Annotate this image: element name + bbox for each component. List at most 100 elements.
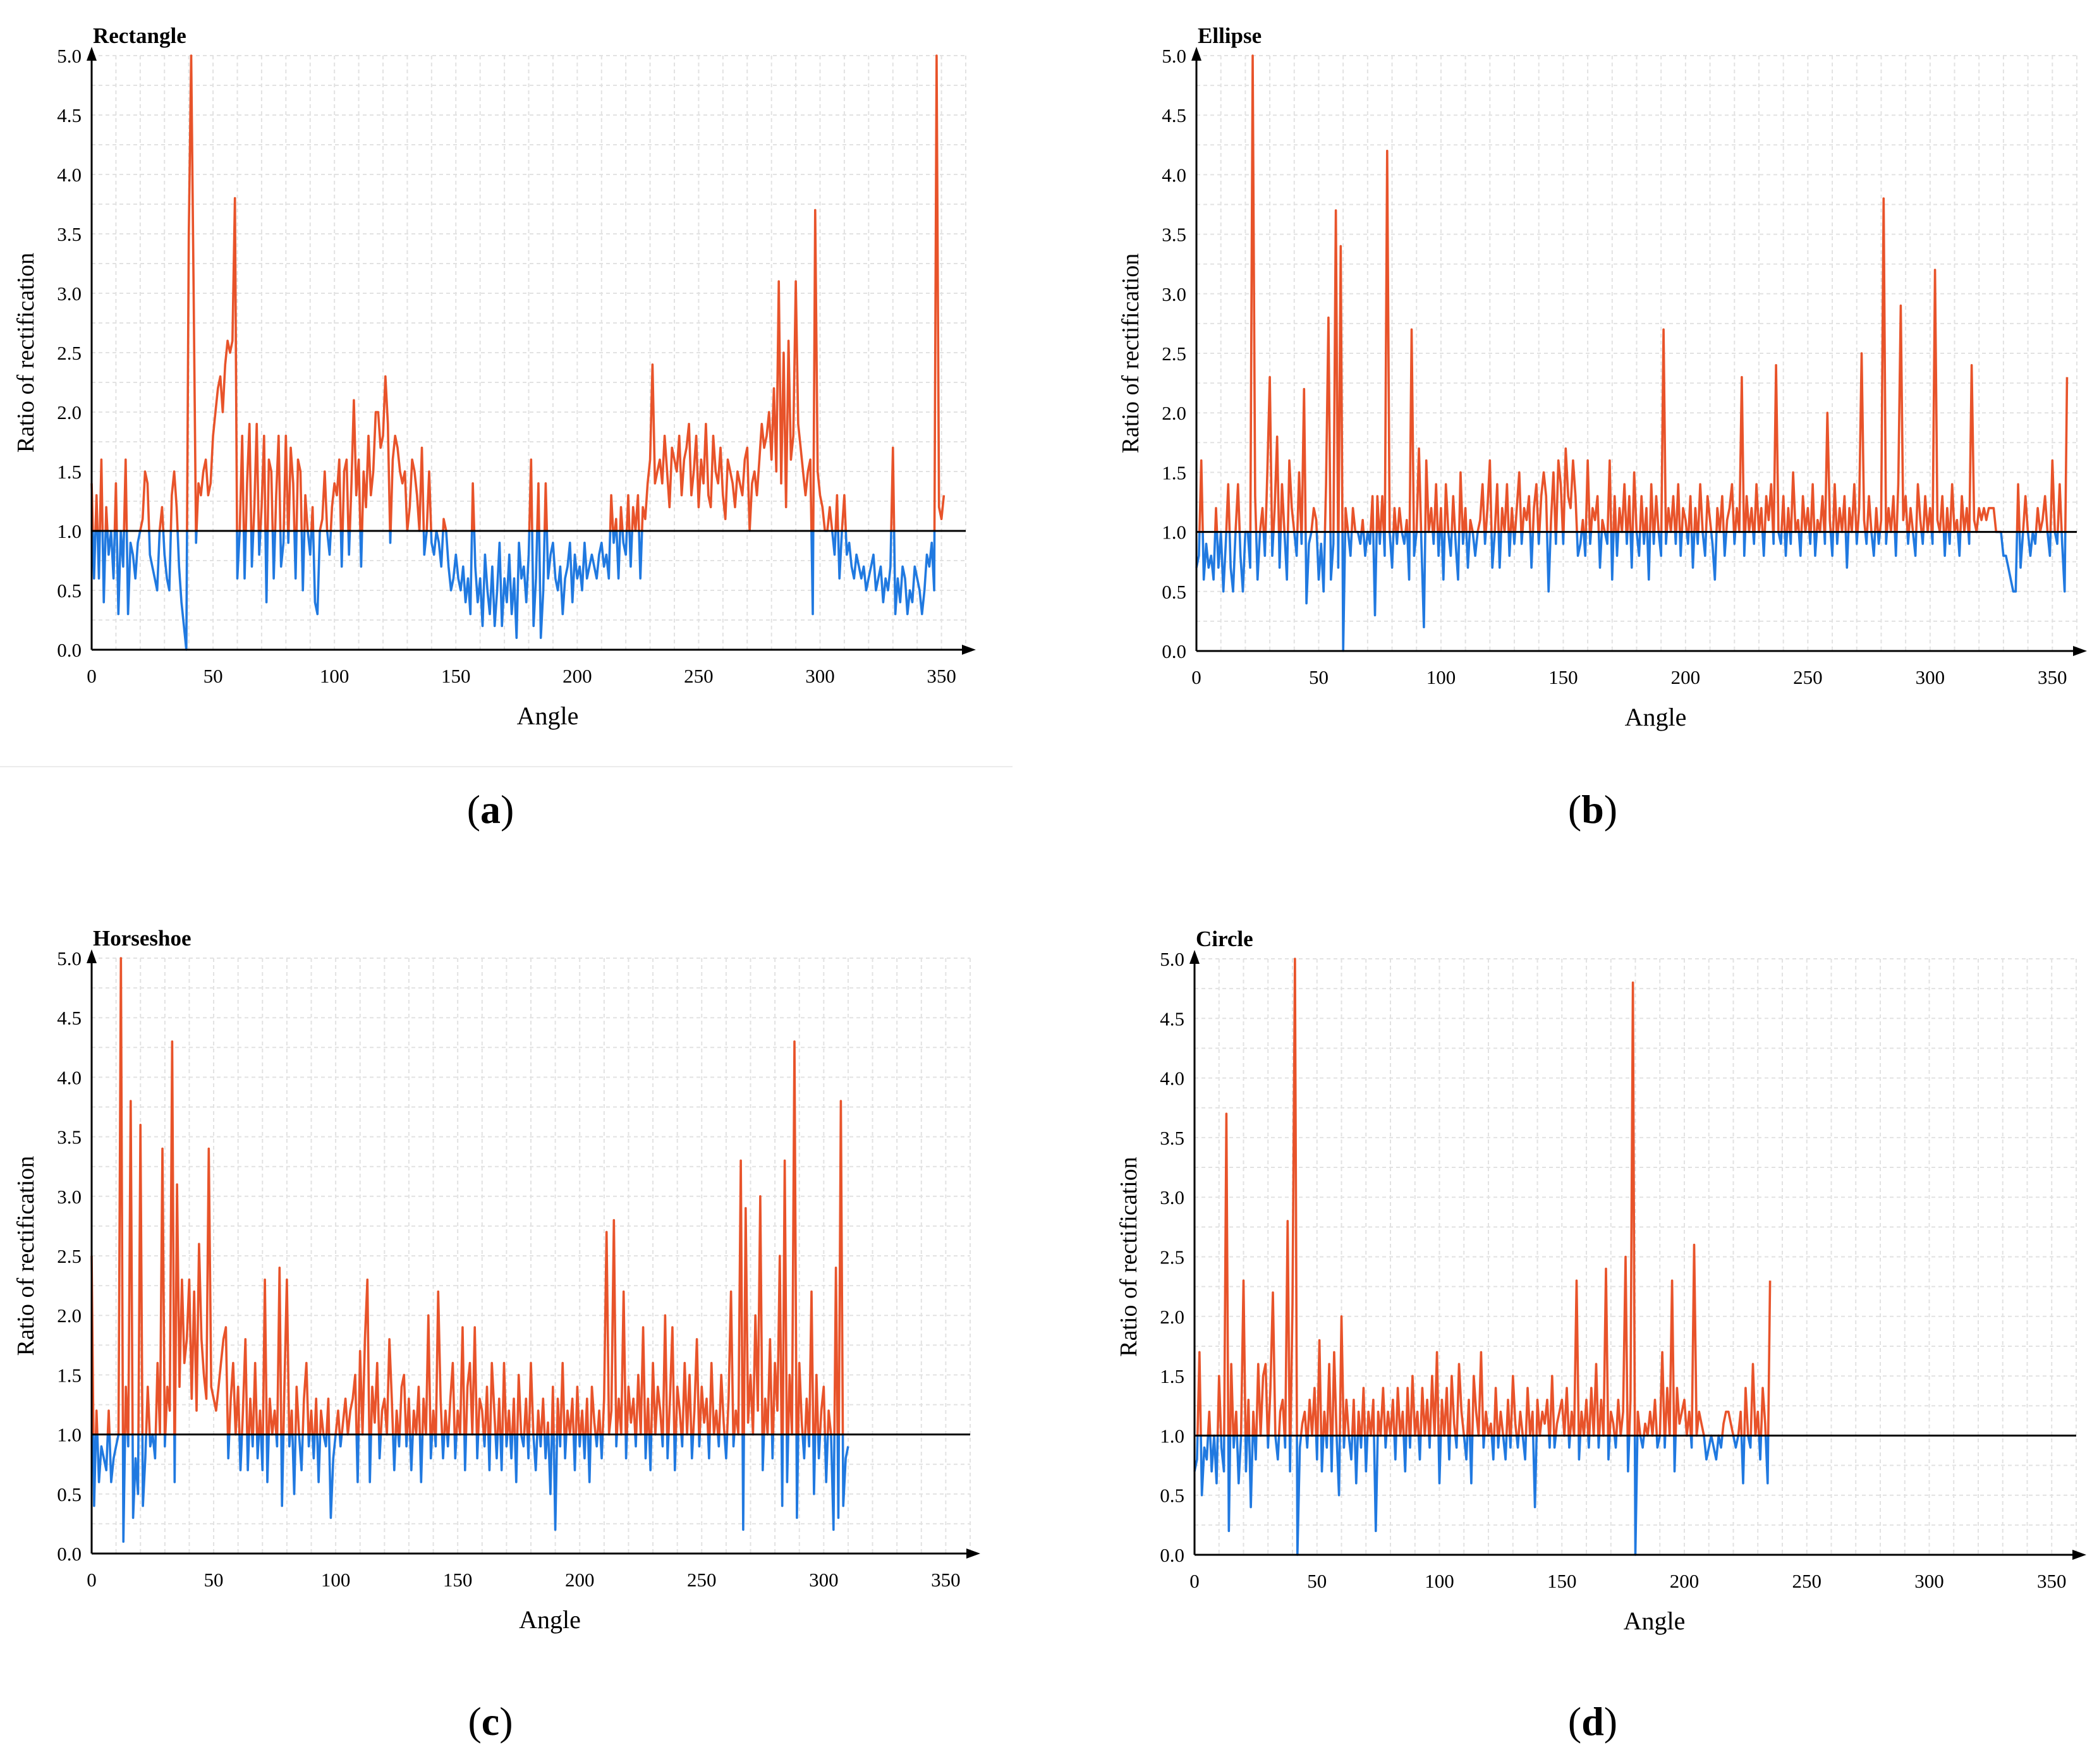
y-tick-label: 3.5 xyxy=(1162,224,1186,246)
y-tick-label: 2.5 xyxy=(1160,1246,1184,1268)
x-tick-label: 50 xyxy=(1307,1570,1327,1592)
y-tick-label: 0.5 xyxy=(1162,581,1186,603)
y-tick-label: 3.5 xyxy=(57,223,82,245)
panel-caption-open: ( xyxy=(468,1699,481,1744)
panel-caption: (a) xyxy=(467,787,514,832)
x-axis-arrow xyxy=(2073,646,2087,656)
y-tick-label: 2.5 xyxy=(1162,343,1186,365)
chart-title: Ellipse xyxy=(1198,23,1262,48)
y-tick-label: 3.0 xyxy=(1160,1186,1184,1208)
y-tick-label: 2.0 xyxy=(1162,402,1186,424)
y-tick-label: 0.0 xyxy=(57,639,82,661)
panel-caption: (c) xyxy=(468,1699,513,1744)
series-line-above xyxy=(90,957,844,1435)
y-tick-label: 4.0 xyxy=(1162,164,1186,186)
x-tick-label: 100 xyxy=(321,1569,351,1591)
x-tick-label: 100 xyxy=(1426,666,1456,688)
panel-caption: (d) xyxy=(1568,1699,1617,1744)
x-tick-label: 300 xyxy=(809,1569,839,1591)
y-tick-label: 0.0 xyxy=(1160,1544,1184,1566)
x-tick-label: 0 xyxy=(1191,666,1201,688)
y-tick-label: 4.0 xyxy=(1160,1068,1184,1090)
chart-panel-b: 0.0 0.5 1.0 1.5 2.0 2.5 3.0 3.5 4.0 4.5 5.0 0 50 100 1… xyxy=(1117,23,2087,832)
y-tick-label: 0.0 xyxy=(57,1543,82,1565)
y-tick-label: 0.5 xyxy=(1160,1485,1184,1507)
y-axis-arrow xyxy=(87,949,97,963)
y-axis-label: Ratio of rectification xyxy=(13,1156,39,1356)
y-tick-label: 1.0 xyxy=(1160,1425,1184,1447)
y-axis-label: Ratio of rectification xyxy=(13,253,39,453)
x-tick-label: 50 xyxy=(204,665,223,687)
chart-panel-c: 0.0 0.5 1.0 1.5 2.0 2.5 3.0 3.5 4.0 4.5 5.0 0 50 100 1… xyxy=(13,926,980,1744)
x-tick-label: 200 xyxy=(565,1569,595,1591)
y-tick-label: 4.5 xyxy=(1162,104,1186,126)
x-tick-label: 250 xyxy=(684,665,714,687)
x-tick-label: 200 xyxy=(1671,666,1701,688)
y-tick-label: 0.5 xyxy=(57,580,82,602)
y-tick-label: 3.5 xyxy=(57,1126,82,1148)
series-line-below xyxy=(92,1434,849,1543)
x-tick-label: 150 xyxy=(1547,1570,1577,1592)
x-tick-label: 0 xyxy=(87,1569,97,1591)
series-line-above xyxy=(1198,54,2069,532)
y-tick-label: 3.0 xyxy=(1162,283,1186,305)
y-tick-label: 5.0 xyxy=(1162,45,1186,67)
y-tick-label: 0.5 xyxy=(57,1483,82,1505)
grid xyxy=(1196,55,2077,651)
x-tick-label: 200 xyxy=(563,665,592,687)
chart-title: Rectangle xyxy=(93,23,186,48)
x-tick-label: 250 xyxy=(1792,1570,1822,1592)
series-line-below xyxy=(1195,532,2067,652)
series-line-above xyxy=(1196,958,1772,1436)
x-tick-label: 100 xyxy=(1425,1570,1454,1592)
x-tick-label: 350 xyxy=(2037,1570,2067,1592)
y-tick-label: 5.0 xyxy=(57,947,82,970)
y-tick-label: 5.0 xyxy=(57,45,82,67)
x-axis-arrow xyxy=(2072,1550,2086,1560)
x-tick-label: 350 xyxy=(931,1569,961,1591)
x-tick-label: 200 xyxy=(1670,1570,1700,1592)
panel-caption-open: ( xyxy=(467,787,480,832)
y-tick-label: 4.0 xyxy=(57,1066,82,1088)
x-axis-arrow xyxy=(962,645,976,655)
y-tick-label: 1.0 xyxy=(57,520,82,542)
y-tick-label: 1.0 xyxy=(1162,521,1186,544)
x-axis-label: Angle xyxy=(517,702,579,730)
x-tick-label: 150 xyxy=(443,1569,473,1591)
y-tick-label: 4.5 xyxy=(1160,1007,1184,1030)
panel-caption-close: ) xyxy=(499,1699,513,1744)
panel-caption-letter: d xyxy=(1581,1699,1604,1744)
y-tick-label: 3.0 xyxy=(57,1186,82,1208)
y-tick-label: 5.0 xyxy=(1160,948,1184,970)
y-tick-label: 3.5 xyxy=(1160,1127,1184,1149)
y-axis-label: Ratio of rectification xyxy=(1116,1157,1142,1357)
panel-caption-close: ) xyxy=(1604,1699,1617,1744)
series-line-below xyxy=(1193,1435,1770,1556)
y-tick-label: 2.0 xyxy=(57,1305,82,1327)
x-tick-label: 300 xyxy=(1914,1570,1944,1592)
series-line-above xyxy=(90,54,946,531)
panel-caption-letter: b xyxy=(1581,787,1604,832)
x-tick-label: 0 xyxy=(1189,1570,1200,1592)
x-tick-label: 150 xyxy=(441,665,471,687)
x-tick-label: 250 xyxy=(1793,666,1823,688)
y-axis-arrow xyxy=(87,47,97,61)
x-axis-label: Angle xyxy=(1624,1607,1686,1635)
y-tick-label: 4.5 xyxy=(57,104,82,126)
panel-caption-letter: c xyxy=(482,1699,499,1744)
x-axis-label: Angle xyxy=(1625,703,1687,731)
y-tick-label: 1.0 xyxy=(57,1424,82,1446)
y-tick-label: 4.0 xyxy=(57,164,82,186)
y-tick-label: 1.5 xyxy=(57,461,82,483)
y-axis-arrow xyxy=(1189,950,1200,964)
grid xyxy=(1195,958,2077,1555)
chart-title: Circle xyxy=(1196,927,1253,951)
panel-caption-close: ) xyxy=(1604,787,1617,832)
y-tick-label: 0.0 xyxy=(1162,640,1186,662)
y-tick-label: 2.0 xyxy=(57,401,82,423)
x-tick-label: 50 xyxy=(204,1569,224,1591)
y-tick-label: 1.5 xyxy=(57,1364,82,1386)
x-axis-label: Angle xyxy=(519,1605,581,1634)
panel-caption-close: ) xyxy=(501,787,514,832)
